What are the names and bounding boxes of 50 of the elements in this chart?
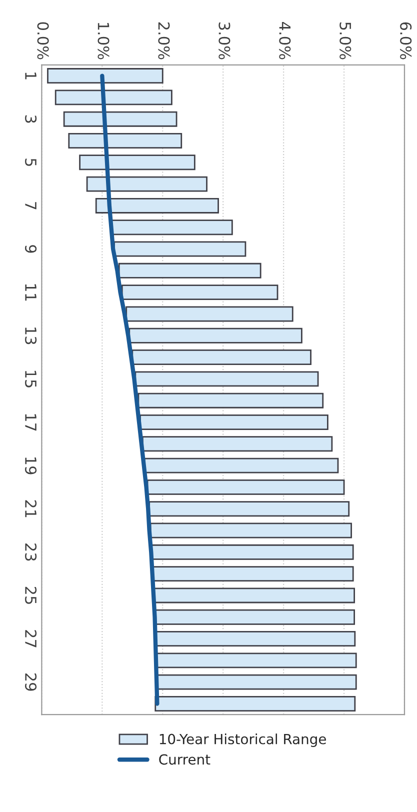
legend-label: Current — [159, 754, 210, 765]
y-tick-label: 3 — [25, 115, 37, 123]
y-tick-label: 27 — [25, 630, 37, 648]
bar — [63, 111, 178, 127]
bar — [138, 392, 324, 408]
y-tick-label: 5 — [25, 158, 36, 166]
bar — [79, 154, 196, 170]
bar — [86, 176, 208, 192]
bar — [126, 306, 294, 322]
y-tick-label: 15 — [25, 370, 36, 388]
y-tick-label: 7 — [25, 202, 36, 210]
bar — [114, 241, 246, 257]
y-tick-label: 11 — [25, 284, 36, 301]
y-tick-label: 13 — [25, 328, 37, 344]
bar — [54, 90, 172, 106]
x-tick-label: 5.0% — [340, 22, 352, 60]
bar — [140, 414, 328, 430]
bar — [134, 371, 319, 387]
bar — [132, 350, 312, 366]
y-tick-label: 17 — [25, 414, 36, 431]
y-tick-label: 25 — [25, 586, 37, 604]
bar — [142, 436, 333, 452]
x-tick-label: 4.0% — [279, 22, 291, 60]
bar — [154, 609, 355, 625]
bar — [146, 479, 345, 495]
x-tick-label: 3.0% — [218, 22, 230, 60]
x-tick-label: 0.0% — [37, 22, 49, 60]
bar — [156, 652, 357, 668]
bar — [95, 198, 219, 214]
bar — [144, 458, 339, 474]
y-tick-label: 29 — [25, 673, 37, 691]
bar — [47, 68, 164, 84]
bar — [118, 262, 262, 278]
x-tick-label: 6.0% — [400, 22, 412, 60]
x-tick-label: 1.0% — [98, 22, 110, 60]
bar — [128, 328, 302, 344]
y-tick-label: 21 — [25, 500, 37, 518]
bar — [150, 522, 352, 538]
bar — [68, 133, 182, 148]
y-tick-label: 1 — [25, 72, 36, 80]
bar — [148, 501, 350, 517]
legend-label: 10-Year Historical Range — [160, 734, 326, 747]
bar — [151, 544, 354, 560]
bar — [121, 284, 278, 300]
x-tick-label: 2.0% — [158, 22, 170, 60]
y-tick-label: 23 — [25, 544, 37, 561]
y-tick-label: 19 — [25, 458, 37, 474]
bar — [110, 220, 233, 236]
bar — [154, 696, 356, 712]
y-tick-label: 9 — [25, 245, 37, 253]
